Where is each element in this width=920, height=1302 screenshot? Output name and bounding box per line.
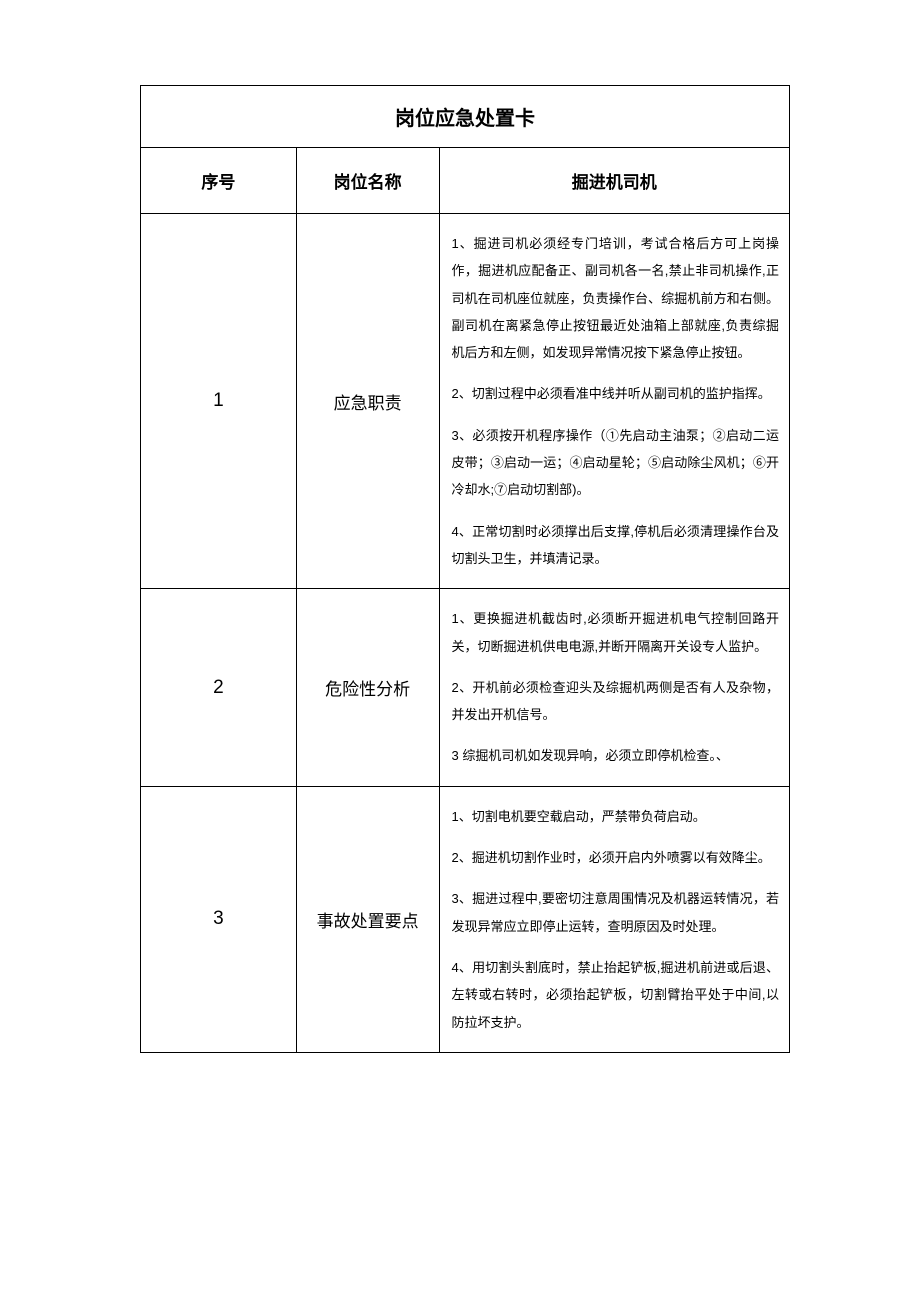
- row-content: 1、掘进司机必须经专门培训，考试合格后方可上岗操作，掘进机应配备正、副司机各一名…: [439, 214, 789, 589]
- table-row: 3 事故处置要点 1、切割电机要空载启动，严禁带负荷启动。 2、掘进机切割作业时…: [141, 786, 790, 1052]
- row-content: 1、更换掘进机截齿时,必须断开掘进机电气控制回路开关，切断掘进机供电电源,并断开…: [439, 589, 789, 786]
- row-label: 事故处置要点: [296, 786, 439, 1052]
- content-paragraph: 1、切割电机要空载启动，严禁带负荷启动。: [452, 803, 779, 830]
- table-row: 2 危险性分析 1、更换掘进机截齿时,必须断开掘进机电气控制回路开关，切断掘进机…: [141, 589, 790, 786]
- content-paragraph: 1、更换掘进机截齿时,必须断开掘进机电气控制回路开关，切断掘进机供电电源,并断开…: [452, 605, 779, 660]
- row-number: 1: [141, 214, 297, 589]
- emergency-card-table: 岗位应急处置卡 序号 岗位名称 掘进机司机 1 应急职责 1、掘进司机必须经专门…: [140, 85, 790, 1053]
- content-paragraph: 4、用切割头割底时，禁止抬起铲板,掘进机前进或后退、左转或右转时，必须抬起铲板，…: [452, 954, 779, 1036]
- header-number: 序号: [141, 148, 297, 214]
- header-role: 掘进机司机: [439, 148, 789, 214]
- content-paragraph: 3 综掘机司机如发现异响，必须立即停机检查。、: [452, 742, 779, 769]
- content-paragraph: 4、正常切割时必须撑出后支撑,停机后必须清理操作台及切割头卫生，并填清记录。: [452, 518, 779, 573]
- row-content: 1、切割电机要空载启动，严禁带负荷启动。 2、掘进机切割作业时，必须开启内外喷雾…: [439, 786, 789, 1052]
- content-paragraph: 3、必须按开机程序操作（①先启动主油泵；②启动二运皮带；③启动一运；④启动星轮；…: [452, 422, 779, 504]
- row-label: 危险性分析: [296, 589, 439, 786]
- table-title: 岗位应急处置卡: [141, 86, 790, 148]
- content-paragraph: 2、开机前必须检查迎头及综掘机两侧是否有人及杂物，并发出开机信号。: [452, 674, 779, 729]
- content-paragraph: 2、掘进机切割作业时，必须开启内外喷雾以有效降尘。: [452, 844, 779, 871]
- header-position: 岗位名称: [296, 148, 439, 214]
- row-number: 3: [141, 786, 297, 1052]
- row-label: 应急职责: [296, 214, 439, 589]
- row-number: 2: [141, 589, 297, 786]
- content-paragraph: 1、掘进司机必须经专门培训，考试合格后方可上岗操作，掘进机应配备正、副司机各一名…: [452, 230, 779, 366]
- table-row: 1 应急职责 1、掘进司机必须经专门培训，考试合格后方可上岗操作，掘进机应配备正…: [141, 214, 790, 589]
- content-paragraph: 3、掘进过程中,要密切注意周围情况及机器运转情况，若发现异常应立即停止运转，查明…: [452, 885, 779, 940]
- content-paragraph: 2、切割过程中必须看准中线并听从副司机的监护指挥。: [452, 380, 779, 407]
